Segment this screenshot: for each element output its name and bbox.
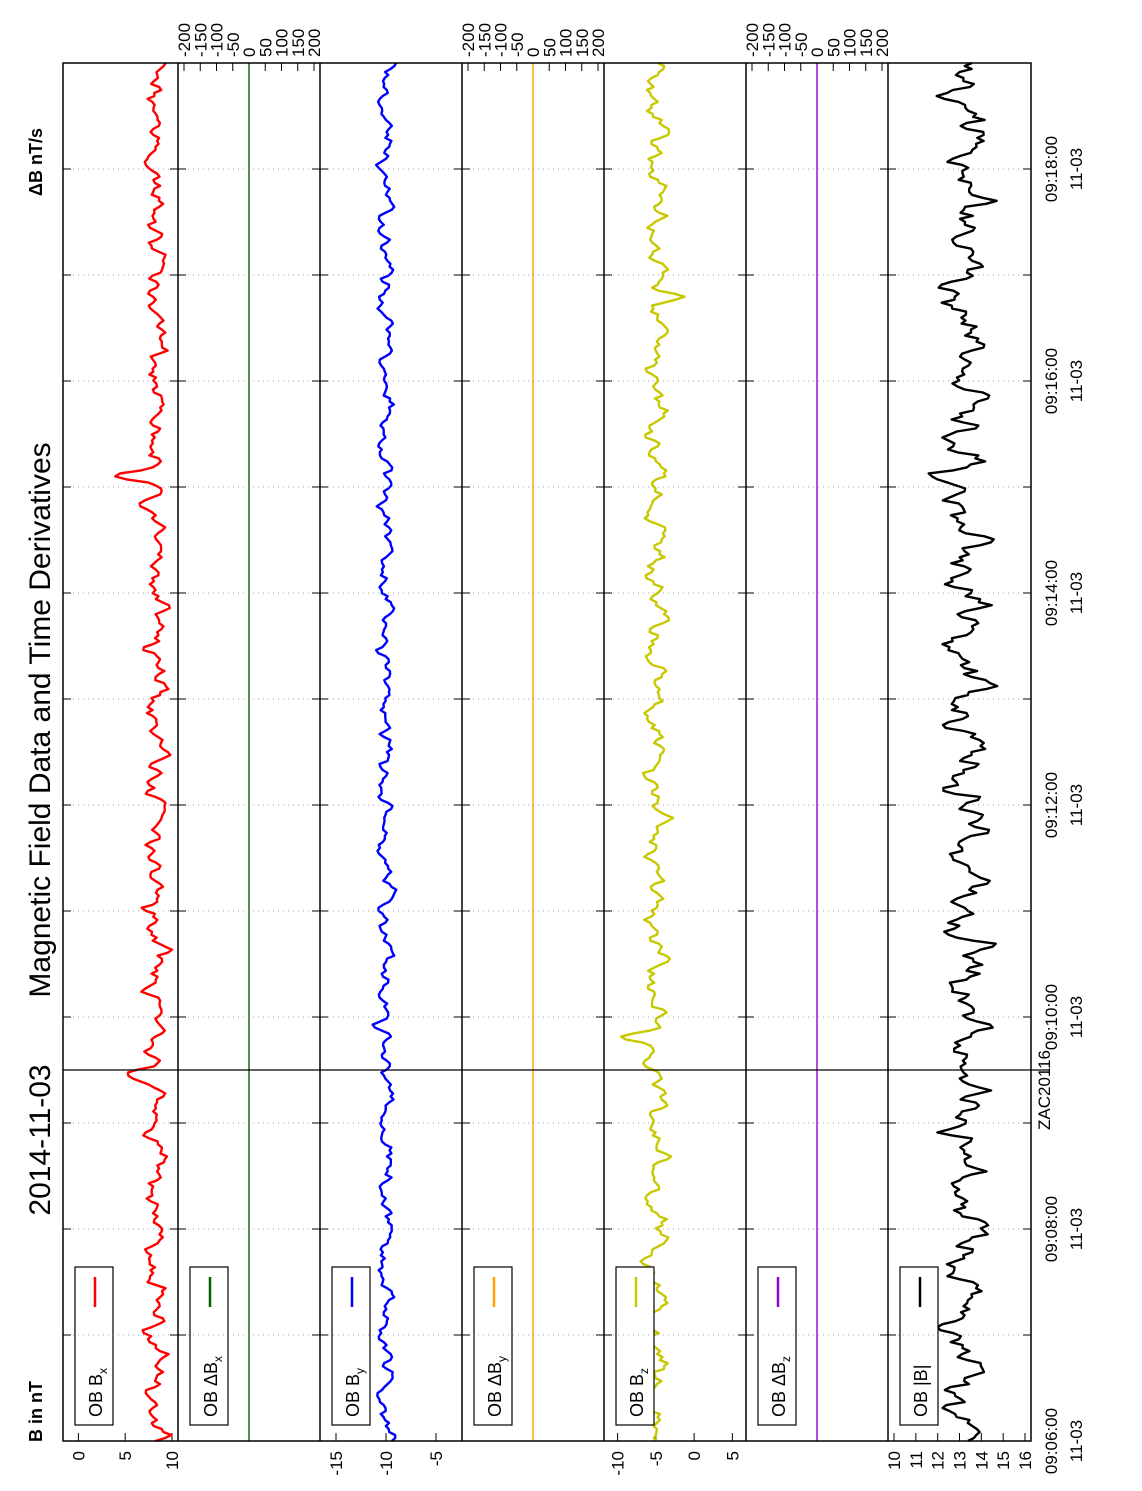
- dy-tick-label: 150: [857, 29, 876, 57]
- dy-tick-label: -100: [776, 23, 795, 57]
- legend-label-main: OB ΔB: [769, 1362, 789, 1417]
- y-tick-label: 0: [69, 1451, 88, 1460]
- dy-tick-label: -150: [759, 23, 778, 57]
- x-tick-label-date: 11-03: [1067, 1420, 1086, 1462]
- y-tick-label: 13: [951, 1451, 970, 1470]
- dy-tick-label: 0: [808, 48, 827, 57]
- x-tick-label-date: 11-03: [1067, 360, 1086, 402]
- legend-label: OB ΔBz: [769, 1356, 793, 1417]
- dy-tick-label: 50: [824, 38, 843, 57]
- dy-tick-label: -100: [208, 23, 227, 57]
- y-tick-label: 14: [972, 1451, 991, 1470]
- dy-tick-label: -50: [792, 32, 811, 57]
- plot-frame: [62, 62, 1032, 1442]
- legend-label: OB Bz: [627, 1368, 651, 1417]
- y-tick-label: 5: [116, 1451, 135, 1460]
- right-unit-label: ΔB nT/s: [26, 128, 46, 196]
- dy-tick-label: -150: [475, 23, 494, 57]
- left-unit-label: B in nT: [26, 1381, 46, 1442]
- y-tick-label: -5: [647, 1451, 666, 1466]
- dy-tick-label: -200: [743, 23, 762, 57]
- dy-tick-label: 50: [256, 38, 275, 57]
- x-tick-label-time: 09:08:00: [1042, 1196, 1061, 1262]
- dy-tick-label: 150: [289, 29, 308, 57]
- dy-tick-label: -150: [191, 23, 210, 57]
- dy-tick-label: 50: [540, 38, 559, 57]
- legend-label-subscript: y: [353, 1368, 367, 1374]
- y-tick-label: 11: [907, 1451, 926, 1469]
- panel-bz: 5 0 -5 -10 OB Bz: [603, 61, 742, 1476]
- chart-date: 2014-11-03: [24, 1064, 57, 1215]
- x-tick-label-time: 09:18:00: [1042, 136, 1061, 202]
- series-line-bz: [619, 61, 686, 1442]
- y-tick-label: 5: [723, 1451, 742, 1460]
- legend-label-main: OB |B|: [911, 1365, 931, 1417]
- y-tick-label: -15: [327, 1451, 346, 1476]
- dy-tick-label: 100: [273, 29, 292, 57]
- legend-label: OB By: [343, 1368, 367, 1417]
- series-line-bmag: [927, 61, 999, 1443]
- dy-tick-label: -50: [224, 32, 243, 57]
- dy-tick-label: 200: [305, 29, 324, 57]
- legend-label-subscript: y: [495, 1356, 509, 1362]
- dy-tick-label: -200: [459, 23, 478, 57]
- y-tick-label: 10: [885, 1451, 904, 1470]
- legend-label: OB |B|: [911, 1365, 931, 1417]
- panel-bx: 10 5 0 OB Bx: [69, 62, 182, 1470]
- x-tick-label-date: 11-03: [1067, 572, 1086, 614]
- dy-tick-label: 150: [573, 29, 592, 57]
- x-tick-label-time: 09:06:00: [1042, 1408, 1061, 1474]
- dy-tick-label: 200: [873, 29, 892, 57]
- legend-label-main: OB B: [627, 1374, 647, 1417]
- x-axis: 09:06:00 11-03 09:08:00 11-03 09:10:00 11-03 0…: [63, 136, 1086, 1474]
- legend-label-main: OB B: [86, 1374, 106, 1417]
- y-tick-label: 10: [163, 1451, 182, 1470]
- x-tick-label-time: 09:12:00: [1042, 772, 1061, 838]
- series-line-by: [371, 62, 398, 1442]
- legend-label-main: OB ΔB: [485, 1362, 505, 1417]
- x-tick-label-date: 11-03: [1067, 996, 1086, 1038]
- series-line-bx: [114, 62, 174, 1443]
- dy-tick-label: 0: [240, 48, 259, 57]
- x-tick-label-date: 11-03: [1067, 784, 1086, 826]
- dy-tick-label: -50: [508, 32, 527, 57]
- chart-title: Magnetic Field Data and Time Derivatives: [24, 442, 57, 997]
- legend-box: [189, 1266, 229, 1426]
- y-tick-label: 12: [929, 1451, 948, 1470]
- x-tick-label-time: 09:14:00: [1042, 560, 1061, 626]
- station-watermark: ZAC20116: [1035, 1050, 1054, 1130]
- y-tick-label: -10: [377, 1451, 396, 1476]
- legend-label-subscript: z: [779, 1356, 793, 1362]
- x-tick-label-date: 11-03: [1067, 148, 1086, 190]
- dy-tick-label: 200: [589, 29, 608, 57]
- y-tick-label: 15: [994, 1451, 1013, 1470]
- legend-label-subscript: x: [96, 1368, 110, 1374]
- legend-label-subscript: z: [637, 1368, 651, 1374]
- dy-tick-label: -100: [492, 23, 511, 57]
- x-tick-label-time: 09:10:00: [1042, 984, 1061, 1050]
- dy-tick-label: 0: [524, 48, 543, 57]
- x-tick-label-time: 09:16:00: [1042, 348, 1061, 414]
- dy-tick-label: 100: [841, 29, 860, 57]
- legend-label: OB Bx: [86, 1368, 110, 1417]
- y-tick-label: -10: [609, 1451, 628, 1476]
- y-tick-label: 0: [685, 1451, 704, 1460]
- legend-label-main: OB B: [343, 1374, 363, 1417]
- dy-tick-label: 100: [557, 29, 576, 57]
- y-tick-label: 16: [1016, 1451, 1035, 1470]
- legend-label-subscript: x: [211, 1356, 225, 1362]
- y-tick-label: -5: [427, 1451, 446, 1466]
- legend-label-main: OB ΔB: [201, 1362, 221, 1417]
- x-tick-label-date: 11-03: [1067, 1208, 1086, 1250]
- legend-label: OB ΔBy: [485, 1356, 509, 1417]
- panel-by: -5 -10 -15 OB By: [319, 62, 446, 1476]
- dy-tick-label: -200: [175, 23, 194, 57]
- legend-label: OB ΔBx: [201, 1356, 225, 1417]
